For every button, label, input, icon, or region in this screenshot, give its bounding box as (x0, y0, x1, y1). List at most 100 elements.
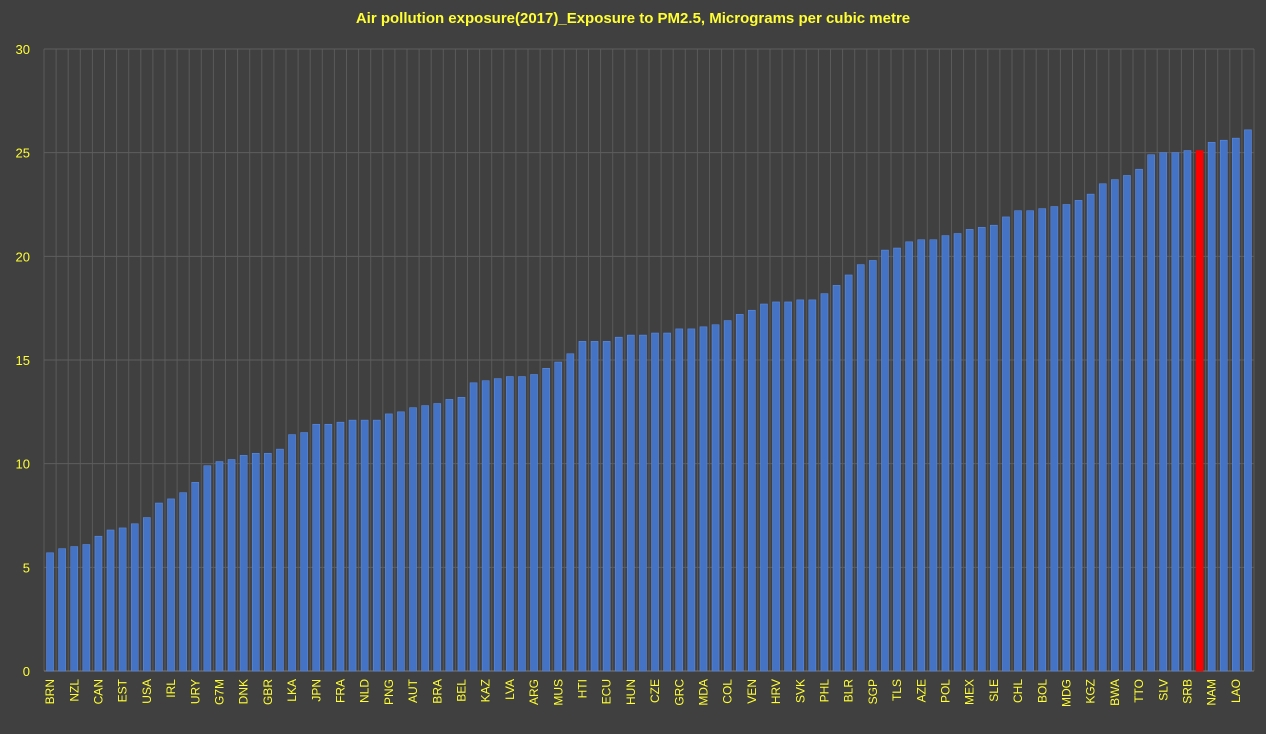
bar (1219, 139, 1228, 672)
bar (481, 380, 490, 672)
bar (651, 332, 659, 672)
bar (348, 419, 357, 672)
bar (1111, 179, 1119, 672)
bar (917, 239, 926, 672)
bar (457, 397, 466, 672)
x-tick-label: POL (938, 679, 952, 703)
bar (94, 535, 103, 672)
bar (506, 376, 514, 672)
bar (203, 465, 212, 672)
x-tick-label: G7M (212, 679, 226, 705)
bar (1135, 168, 1143, 672)
bar (239, 455, 248, 672)
bar (179, 492, 187, 672)
bar (251, 452, 260, 672)
x-tick-label: SLV (1156, 679, 1170, 701)
bar (155, 502, 163, 672)
bar (227, 459, 236, 672)
bar (687, 328, 696, 672)
bar (530, 374, 538, 672)
bar (639, 334, 647, 672)
bar (905, 241, 913, 672)
x-tick-label: SRB (1180, 679, 1194, 704)
bar (735, 314, 744, 672)
bar (82, 544, 91, 672)
bar (518, 376, 526, 672)
highlighted-bar (1195, 150, 1204, 672)
bar (130, 523, 139, 672)
x-tick-label: SGP (866, 679, 880, 704)
x-tick-label: ECU (600, 679, 614, 704)
x-tick-label: NAM (1205, 679, 1219, 706)
x-tick-label: GRC (672, 679, 686, 706)
bar (106, 529, 115, 672)
bar (1171, 152, 1180, 672)
bar (397, 411, 405, 672)
y-tick-label: 20 (16, 249, 30, 264)
x-tick-label: HUN (624, 679, 638, 705)
x-tick-label: AUT (406, 678, 420, 703)
x-tick-label: BOL (1035, 679, 1049, 703)
bar (990, 224, 998, 672)
y-tick-label: 30 (16, 42, 30, 57)
bar (1062, 204, 1071, 672)
x-tick-label: USA (140, 679, 154, 704)
bar (469, 382, 478, 672)
bar (844, 274, 853, 672)
bar (1123, 175, 1131, 672)
bar (627, 334, 635, 672)
bar (288, 434, 296, 672)
x-tick-label: IRL (164, 679, 178, 698)
x-tick-label: NLD (358, 679, 372, 703)
x-tick-label: JPN (309, 679, 323, 702)
y-tick-label: 15 (16, 353, 30, 368)
bar (493, 378, 502, 672)
bar (1159, 152, 1168, 672)
bar (1147, 154, 1155, 672)
bar (1098, 183, 1107, 672)
bar (1038, 208, 1047, 672)
chart-title: Air pollution exposure(2017)_Exposure to… (355, 10, 911, 27)
x-tick-label: MUS (551, 679, 565, 706)
y-tick-label: 25 (16, 146, 30, 161)
x-tick-label: LVA (503, 679, 517, 700)
x-tick-label: PHL (817, 679, 831, 703)
x-tick-label: URY (188, 679, 202, 704)
bar (760, 303, 768, 672)
x-tick-label: BRN (43, 679, 57, 704)
x-tick-label: TLS (890, 679, 904, 701)
bar (675, 328, 684, 672)
bar (832, 285, 841, 672)
x-tick-label: TTO (1132, 679, 1146, 703)
bar (820, 293, 829, 672)
bar (360, 419, 369, 672)
bar (1086, 193, 1095, 672)
bar (772, 301, 780, 672)
bar (433, 403, 442, 672)
bar (336, 421, 345, 672)
y-tick-label: 5 (23, 560, 30, 575)
x-tick-label: CZE (648, 679, 662, 703)
bar (796, 299, 805, 672)
bar (856, 264, 865, 672)
bar (1014, 210, 1022, 672)
bar (1232, 137, 1240, 672)
x-tick-label: BWA (1108, 679, 1122, 706)
bar (881, 249, 889, 672)
bar (324, 423, 333, 672)
bar (554, 361, 563, 672)
bar (264, 452, 272, 672)
bar (167, 498, 175, 672)
x-tick-label: AZE (914, 679, 928, 702)
bar (723, 320, 732, 672)
bar (312, 423, 321, 672)
bar (965, 229, 974, 672)
x-tick-label: HRV (769, 679, 783, 704)
x-tick-label: GBR (261, 679, 275, 705)
x-tick-label: ARG (527, 679, 541, 705)
x-tick-label: MDA (696, 679, 710, 706)
bar (70, 546, 79, 672)
bar (191, 482, 200, 672)
